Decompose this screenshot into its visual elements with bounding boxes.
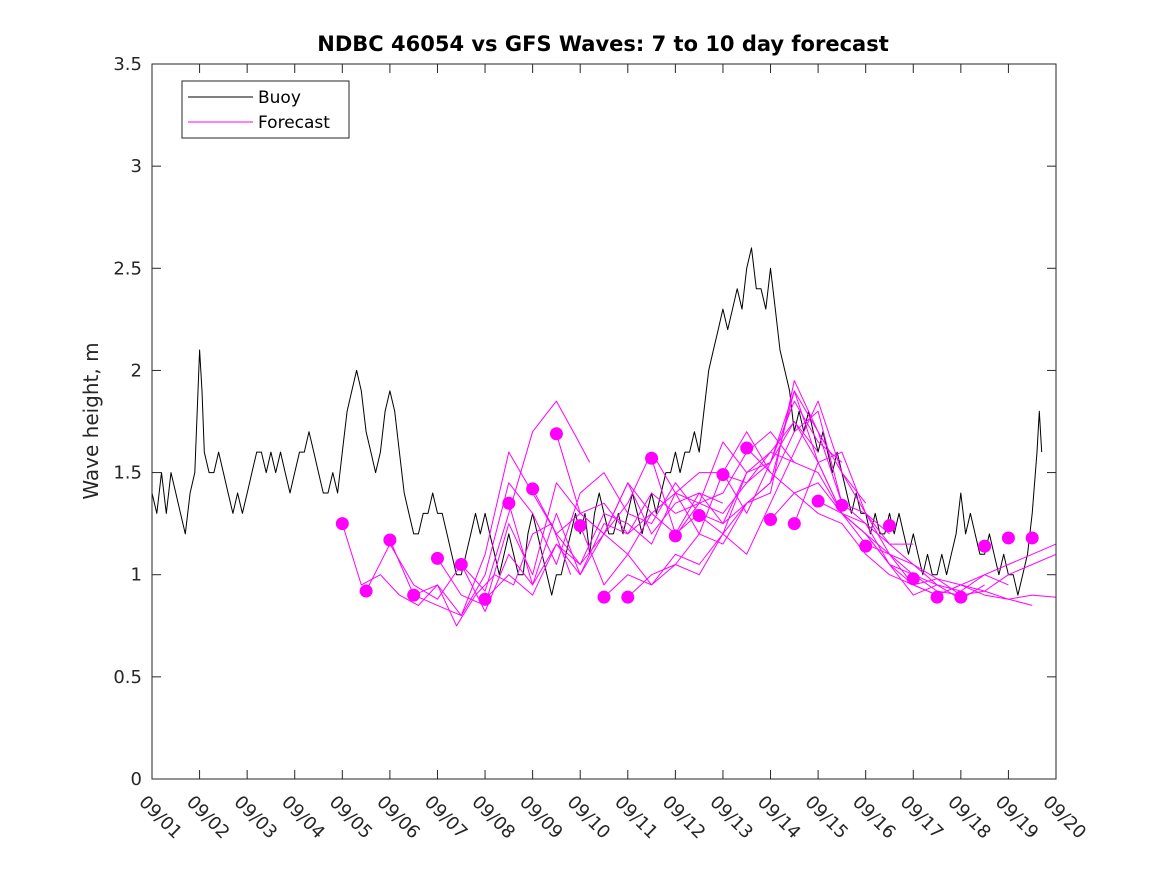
y-tick-label: 0.5	[113, 667, 142, 688]
forecast-series-line-4	[413, 472, 700, 617]
y-tick-label: 1	[131, 565, 142, 586]
legend-box	[181, 80, 350, 139]
legend-buoy-label: Buoy	[258, 88, 301, 108]
forecast-point	[692, 508, 706, 522]
forecast-point	[335, 517, 349, 531]
forecast-series-line-12	[603, 400, 890, 598]
y-tick-label: 1.5	[113, 463, 142, 484]
forecast-point	[811, 494, 825, 508]
forecast-point	[549, 427, 563, 441]
forecast-series-line-1	[341, 523, 572, 627]
forecast-series-line-2	[365, 400, 591, 600]
forecast-point	[1025, 531, 1039, 545]
y-axis: 0 0.5 1 1.5 2 2.5 3 3.5	[113, 54, 1056, 790]
forecast-point	[573, 519, 587, 533]
chart-title: NDBC 46054 vs GFS Waves: 7 to 10 day for…	[317, 32, 888, 56]
forecast-point	[882, 519, 896, 533]
forecast-point	[478, 592, 492, 606]
y-tick-label: 2.5	[113, 258, 142, 279]
forecast-point	[645, 451, 659, 465]
forecast-point	[835, 498, 849, 512]
y-tick-label: 2	[131, 360, 142, 381]
forecast-point	[668, 529, 682, 543]
forecast-point	[526, 482, 540, 496]
y-tick-label: 3.5	[113, 54, 142, 75]
y-axis-label: Wave height, m	[79, 342, 103, 499]
forecast-series-line-21	[817, 500, 1057, 592]
forecast-point	[978, 539, 992, 553]
forecast-point	[1001, 531, 1015, 545]
forecast-point	[930, 590, 944, 604]
forecast-point	[787, 517, 801, 531]
y-tick-label: 0	[131, 769, 142, 790]
forecast-point	[764, 513, 778, 527]
forecast-point	[716, 468, 730, 482]
legend: Buoy Forecast	[181, 80, 350, 139]
axes-box	[151, 63, 1057, 780]
y-tick-label: 3	[131, 156, 142, 177]
forecast-point	[383, 533, 397, 547]
forecast-point	[621, 590, 635, 604]
buoy-series-line	[151, 247, 1043, 596]
forecast-point	[954, 590, 968, 604]
forecast-point	[740, 441, 754, 455]
forecast-series-line-10	[555, 400, 843, 535]
forecast-point	[859, 539, 873, 553]
plot-area	[151, 247, 1057, 627]
forecast-point	[430, 551, 444, 565]
forecast-point	[454, 558, 468, 571]
forecast-point	[502, 496, 516, 510]
forecast-point	[407, 588, 421, 602]
forecast-point	[906, 572, 920, 586]
forecast-point	[359, 584, 373, 598]
legend-forecast-label: Forecast	[258, 113, 330, 133]
forecast-point	[597, 590, 611, 604]
